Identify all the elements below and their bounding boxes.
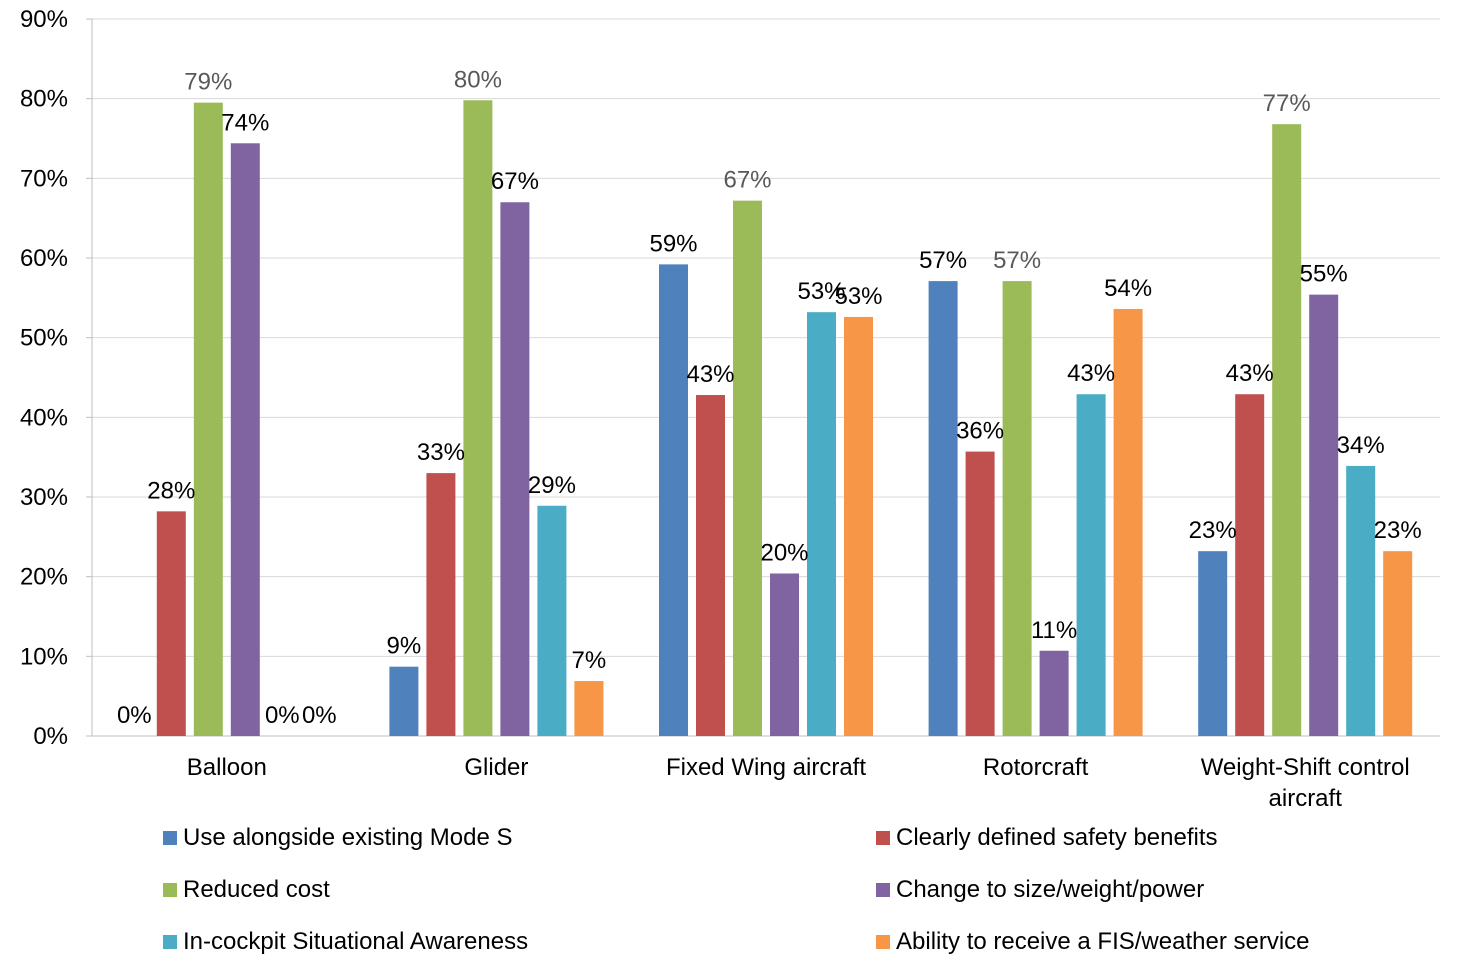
y-tick-label: 80%	[20, 86, 68, 113]
bar	[1002, 281, 1032, 736]
data-label: 36%	[956, 418, 1004, 445]
bar	[193, 102, 223, 736]
bar	[426, 473, 456, 736]
y-tick-label: 60%	[20, 245, 68, 272]
bar	[770, 573, 799, 736]
y-tick-label: 50%	[20, 325, 68, 352]
data-label: 29%	[528, 472, 576, 499]
data-label: 11%	[1031, 617, 1077, 644]
legend-swatch	[163, 883, 177, 897]
data-label: 67%	[723, 167, 771, 194]
bar	[230, 143, 260, 736]
bar	[659, 264, 688, 736]
data-label: 0%	[265, 702, 300, 729]
legend-label: In-cockpit Situational Awareness	[183, 928, 528, 955]
y-tick-label: 40%	[20, 404, 68, 431]
x-tick-label: aircraft	[1269, 785, 1343, 812]
bar	[844, 316, 873, 736]
data-label: 67%	[491, 168, 539, 195]
bar	[965, 451, 995, 736]
legend: Use alongside existing Mode S Clearly def…	[163, 824, 1310, 955]
data-label: 23%	[1374, 517, 1422, 544]
bars	[156, 100, 1413, 736]
legend-swatch	[876, 831, 890, 845]
legend-label: Clearly defined safety benefits	[896, 824, 1218, 851]
bar	[1076, 394, 1106, 736]
data-label: 77%	[1263, 90, 1311, 117]
bar	[807, 312, 836, 736]
bar	[156, 511, 186, 736]
legend-label: Use alongside existing Mode S	[183, 824, 513, 851]
y-tick-label: 20%	[20, 564, 68, 591]
legend-swatch	[876, 935, 890, 949]
bar	[1039, 650, 1069, 736]
bar	[1235, 394, 1265, 736]
bar	[463, 100, 493, 736]
bar	[574, 681, 604, 736]
data-label: 7%	[572, 647, 607, 674]
bar	[696, 395, 725, 736]
axes: 0% 10% 20% 30% 40% 50% 60% 70% 80% 90%	[20, 6, 1440, 750]
x-tick-label: Balloon	[187, 754, 267, 781]
data-labels: 0%28%79%74%0% 0%9%33%80%67%29%7%59%43%67%…	[117, 66, 1422, 729]
data-label: 80%	[454, 66, 502, 93]
data-label: 34%	[1337, 432, 1385, 459]
x-tick-label: Rotorcraft	[983, 754, 1089, 781]
data-label: 0%	[117, 702, 152, 729]
data-label: 28%	[147, 477, 195, 504]
bar	[389, 666, 419, 736]
x-tick-label: Fixed Wing aircraft	[666, 754, 866, 781]
data-label: 74%	[221, 109, 269, 136]
data-label: 9%	[387, 633, 422, 660]
bar	[1383, 551, 1413, 736]
data-label: 23%	[1189, 517, 1237, 544]
data-label: 79%	[184, 69, 232, 96]
y-tick-label: 70%	[20, 165, 68, 192]
bar	[928, 281, 958, 736]
y-tick-label: 30%	[20, 484, 68, 511]
y-tick-label: 90%	[20, 6, 68, 33]
bar	[500, 202, 530, 736]
legend-label: Reduced cost	[183, 876, 330, 903]
bar	[1309, 294, 1339, 736]
x-axis-labels: Balloon Glider Fixed Wing aircraft Rotorcra…	[187, 754, 1410, 812]
data-label: 43%	[1226, 360, 1274, 387]
data-label: 0%	[302, 702, 337, 729]
bar	[1198, 551, 1228, 736]
bar	[1272, 124, 1302, 736]
bar	[733, 200, 762, 736]
gridlines	[92, 18, 1440, 657]
data-label: 59%	[649, 230, 697, 257]
legend-swatch	[163, 831, 177, 845]
y-tick-label: 10%	[20, 643, 68, 670]
data-label: 55%	[1300, 261, 1348, 288]
data-label: 20%	[760, 539, 808, 566]
legend-label: Ability to receive a FIS/weather service	[896, 928, 1310, 955]
data-label: 57%	[993, 247, 1041, 274]
x-tick-label: Weight-Shift control	[1201, 754, 1410, 781]
bar	[1113, 308, 1143, 736]
bar	[537, 505, 567, 736]
data-label: 54%	[1104, 275, 1152, 302]
data-label: 43%	[1067, 360, 1115, 387]
data-label: 33%	[417, 439, 465, 466]
legend-swatch	[163, 935, 177, 949]
legend-label: Change to size/weight/power	[896, 876, 1204, 903]
data-label: 57%	[919, 247, 967, 274]
data-label: 43%	[686, 361, 734, 388]
x-tick-label: Glider	[464, 754, 528, 781]
legend-swatch	[876, 883, 890, 897]
y-tick-label: 0%	[33, 723, 68, 750]
data-label: 53%	[834, 283, 882, 310]
data-label: 53%	[797, 278, 845, 305]
bar	[1346, 465, 1376, 736]
